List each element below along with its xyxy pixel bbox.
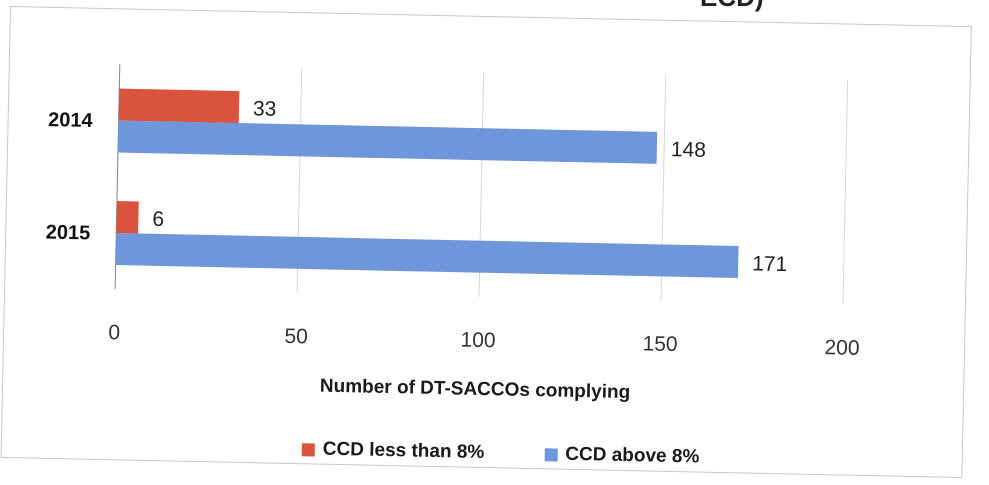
x-axis-title: Number of DT-SACCOs complying xyxy=(320,376,631,403)
label-layer: 0 50 100 150 200 2014 33 148 2015 6 171 xyxy=(46,97,860,360)
bar-2014-series-1 xyxy=(117,120,658,164)
legend-swatch-ccd-less xyxy=(301,442,315,456)
data-label-2014-series-0: 33 xyxy=(253,97,277,120)
chart-frame: 0 50 100 150 200 2014 33 148 2015 6 171 Number of … xyxy=(0,6,972,479)
legend-label-ccd-less: CCD less than 8% xyxy=(322,438,485,464)
x-tick-label-0: 0 xyxy=(108,321,120,344)
legend-item-ccd-above: CCD above 8% xyxy=(544,443,700,468)
x-tick-label-200: 200 xyxy=(824,336,860,360)
x-tick-label-150: 150 xyxy=(642,332,678,356)
x-tick-label-100: 100 xyxy=(460,329,496,353)
x-tick-label-50: 50 xyxy=(284,325,308,348)
gridline-200 xyxy=(842,79,849,305)
bar-chart: 0 50 100 150 200 2014 33 148 2015 6 171 Number of … xyxy=(46,64,860,403)
bar-2014-series-0 xyxy=(118,88,240,124)
legend: CCD less than 8% CCD above 8% xyxy=(301,438,700,468)
page-title-fragment: ECD) xyxy=(700,0,764,13)
legend-swatch-ccd-above xyxy=(544,447,558,462)
bar-2015-series-0 xyxy=(116,201,139,234)
data-label-2015-series-1: 171 xyxy=(752,252,788,276)
data-label-2014-series-1: 148 xyxy=(671,138,707,162)
bar-layer xyxy=(115,88,739,279)
category-label-2015: 2015 xyxy=(46,222,91,245)
data-label-2015-series-0: 6 xyxy=(152,208,164,231)
legend-item-ccd-less: CCD less than 8% xyxy=(301,438,485,464)
bar-2015-series-1 xyxy=(115,233,739,279)
legend-label-ccd-above: CCD above 8% xyxy=(565,443,700,468)
category-label-2014: 2014 xyxy=(48,109,94,132)
